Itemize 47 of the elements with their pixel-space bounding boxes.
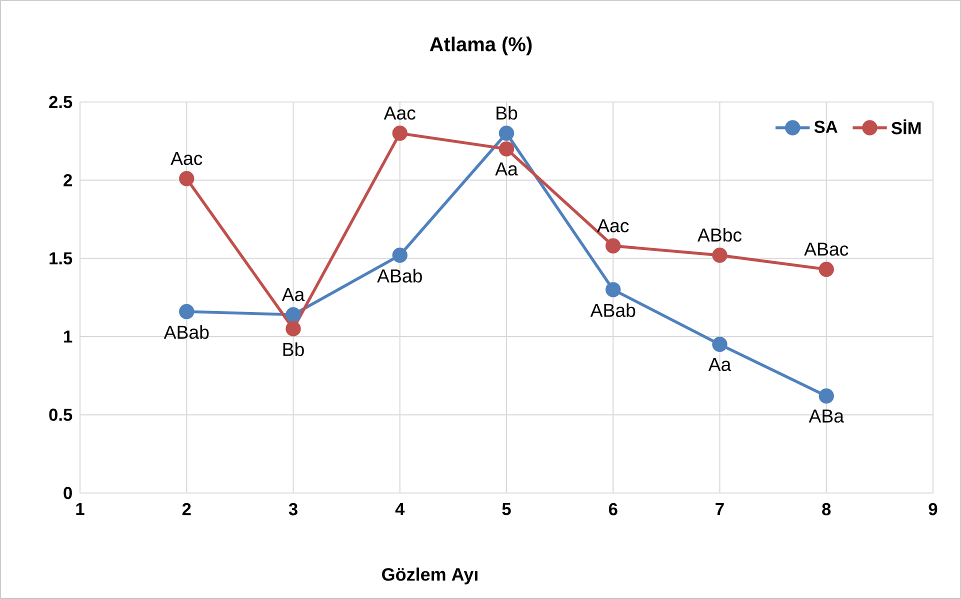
- legend-label: SA: [814, 120, 838, 133]
- annotation: Aac: [384, 106, 416, 120]
- annotation: ABab: [377, 268, 422, 283]
- point: [179, 304, 194, 320]
- x-axis-title: Gözlem Ayı: [382, 568, 478, 584]
- point: [818, 388, 834, 404]
- point: [286, 321, 301, 336]
- y-tick-label: 1: [64, 330, 72, 343]
- y-tick-label: 0: [64, 486, 72, 500]
- annotation: ABbc: [697, 228, 742, 242]
- legend-label: SİM: [891, 119, 921, 134]
- y-tick-label: 1.5: [50, 252, 72, 264]
- chart-title: Atlama (%): [430, 36, 532, 56]
- annotation: Aa: [282, 288, 305, 302]
- x-tick-label: 5: [502, 503, 511, 516]
- x-tick-label: 2: [182, 503, 191, 516]
- y-tick-label: 0.5: [49, 408, 72, 421]
- point: [179, 171, 194, 186]
- x-tick-label: 8: [822, 503, 831, 516]
- point: [392, 248, 408, 263]
- annotation: ABab: [164, 325, 209, 339]
- x-tick-label: 4: [395, 503, 405, 515]
- annotation: Aa: [495, 162, 518, 176]
- annotation: Aac: [597, 219, 629, 232]
- annotation: ABab: [590, 303, 636, 317]
- point: [392, 126, 408, 141]
- point: [818, 262, 834, 277]
- annotation: Aa: [708, 358, 732, 372]
- point: [712, 248, 728, 263]
- annotation: Bb: [283, 342, 304, 356]
- point: [606, 282, 621, 298]
- annotation: Aac: [170, 152, 202, 166]
- annotation: Bb: [496, 106, 518, 120]
- x-tick-label: 1: [76, 503, 84, 515]
- point: [606, 238, 621, 254]
- x-tick-label: 3: [288, 503, 298, 516]
- point: [286, 307, 301, 322]
- x-tick-label: 6: [608, 503, 618, 516]
- x-tick-label: 9: [928, 503, 938, 516]
- point: [498, 126, 514, 141]
- point: [712, 336, 728, 352]
- x-tick-label: 7: [716, 503, 724, 515]
- annotation: ABa: [808, 410, 844, 423]
- y-tick-label: 2: [64, 174, 72, 186]
- y-tick-label: 2.5: [49, 96, 72, 108]
- point: [498, 141, 514, 157]
- annotation: ABac: [804, 242, 848, 256]
